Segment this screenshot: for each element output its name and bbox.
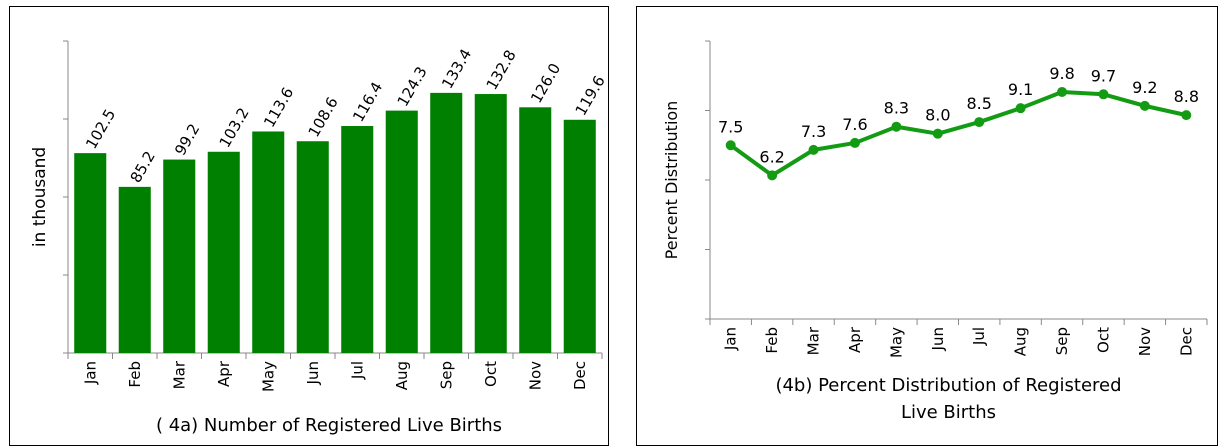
line-chart-percent: 7.5 6.2 7.3 7.6 8.3 8.0 8.5 9.1 9.8 9.7 9.2 8.8 Jan… <box>662 40 1208 423</box>
bar-value-label: 126.0 <box>527 60 564 106</box>
bar-apr <box>207 151 240 353</box>
data-point-aug <box>1015 103 1026 114</box>
x-tick-label: Apr <box>215 360 233 387</box>
x-tick-label: Nov <box>526 361 544 390</box>
point-value-label: 7.5 <box>718 117 743 136</box>
point-value-label: 9.7 <box>1091 66 1116 85</box>
bar-mar <box>163 159 196 353</box>
data-point-apr <box>849 137 860 148</box>
chart-panel-births-count: 102.5 85.2 99.2 103.2 113.6 108.6 116.4 124.3 13… <box>9 6 609 446</box>
bar-value-label: 132.8 <box>483 47 520 93</box>
point-value-label: 8.5 <box>966 94 991 113</box>
data-point-feb <box>767 170 778 181</box>
bar-chart-births: 102.585.299.2 103.2 113.6 108.6 116.4 124.3 13… <box>30 40 609 436</box>
x-tick-label: Jun <box>929 327 947 351</box>
bar-dec <box>563 119 596 353</box>
bar-jan <box>74 153 107 353</box>
bar-value-label: 99.2 <box>171 121 203 159</box>
bar-value-label: 103.2 <box>216 105 253 151</box>
data-point-dec <box>1181 110 1192 121</box>
data-point-jan <box>725 140 736 151</box>
bar-sep <box>430 92 463 354</box>
x-tick-label: May <box>887 327 905 358</box>
x-tick-label: Feb <box>126 361 144 388</box>
bar-value-label: 133.4 <box>438 46 475 92</box>
point-value-label: 9.8 <box>1049 64 1074 83</box>
bar-value-label: 116.4 <box>349 79 386 125</box>
chart-title-line-2: Live Births <box>901 402 996 423</box>
series-line <box>729 89 1187 178</box>
data-point-oct <box>1098 89 1109 100</box>
x-tick-label: May <box>259 361 277 392</box>
bar-aug <box>385 110 418 354</box>
x-tick-label: Sep <box>437 361 455 389</box>
chart-title-line-1: (4b) Percent Distribution of Registered <box>775 375 1121 396</box>
data-point-may <box>891 121 902 132</box>
point-value-label: 8.3 <box>884 99 909 118</box>
data-point-nov <box>1139 100 1150 111</box>
bar-jul <box>341 126 374 354</box>
x-tick-label: Mar <box>170 360 188 389</box>
bar-value-label: 102.5 <box>82 106 119 152</box>
data-point-jul <box>974 117 985 128</box>
bar-feb <box>118 186 151 353</box>
x-tick-label: Feb <box>763 327 781 354</box>
point-value-label: 7.6 <box>842 115 867 134</box>
x-tick-label: Jun <box>304 361 322 385</box>
y-axis-label: Percent Distribution <box>662 101 681 260</box>
point-value-label: 9.1 <box>1008 80 1033 99</box>
point-value-label: 9.2 <box>1132 78 1157 97</box>
chart-title: ( 4a) Number of Registered Live Births <box>156 415 502 436</box>
x-tick-label: Jul <box>348 361 366 380</box>
bar-jun <box>296 141 329 353</box>
x-tick-label: Dec <box>1177 327 1195 356</box>
x-tick-label: Nov <box>1136 327 1154 356</box>
bar-oct <box>474 94 507 353</box>
bar-nov <box>519 107 552 353</box>
x-tick-label: Sep <box>1053 327 1071 355</box>
chart-panel-percent-distribution: 7.5 6.2 7.3 7.6 8.3 8.0 8.5 9.1 9.8 9.7 9.2 8.8 Jan… <box>636 6 1218 446</box>
x-tick-label: Apr <box>846 326 864 353</box>
point-value-label: 7.3 <box>801 122 826 141</box>
data-point-mar <box>808 144 819 155</box>
bar-value-label: 124.3 <box>394 63 431 109</box>
x-tick-label: Jan <box>722 327 740 351</box>
y-axis-label: in thousand <box>30 147 50 247</box>
bar-value-label: 85.2 <box>127 148 159 186</box>
x-tick-label: Oct <box>482 361 500 387</box>
bar-may <box>252 131 285 353</box>
bar-value-label: 108.6 <box>305 94 342 140</box>
x-tick-label: Dec <box>571 361 589 390</box>
x-tick-label: Jul <box>970 327 988 346</box>
point-value-label: 8.0 <box>925 106 950 125</box>
x-tick-label: Oct <box>1094 327 1112 353</box>
x-tick-label: Aug <box>1012 327 1030 356</box>
bar-value-label: 119.6 <box>572 73 609 119</box>
x-tick-label: Mar <box>805 326 823 355</box>
bar-value-label: 113.6 <box>260 84 297 130</box>
point-value-label: 6.2 <box>759 147 784 166</box>
x-tick-label: Aug <box>393 361 411 390</box>
x-tick-label: Jan <box>81 361 99 385</box>
point-value-label: 8.8 <box>1174 87 1199 106</box>
data-point-sep <box>1057 86 1068 97</box>
data-point-jun <box>932 128 943 139</box>
